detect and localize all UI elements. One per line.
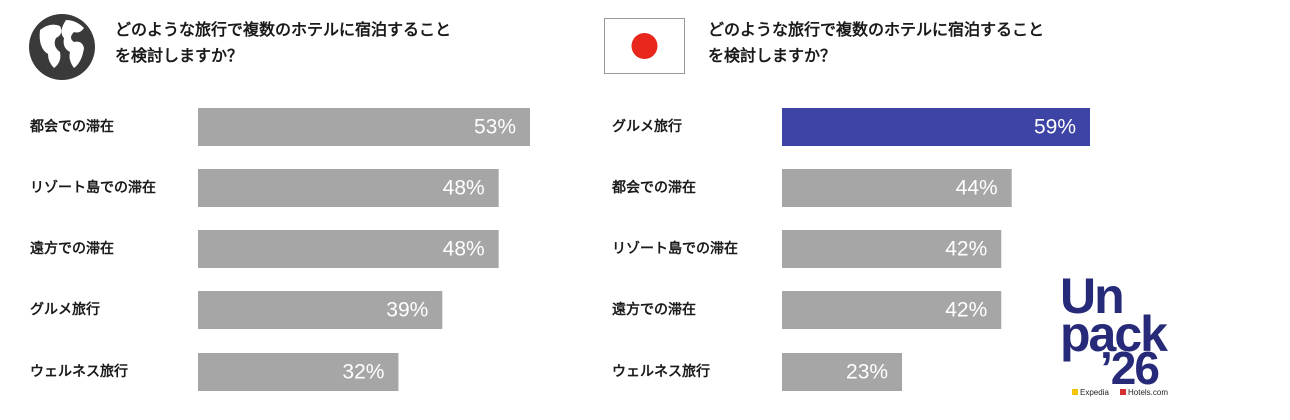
value-label: 32% xyxy=(342,361,384,384)
value-label: 42% xyxy=(945,299,987,322)
bar xyxy=(198,291,443,329)
chart-title: どのような旅行で複数のホテルに宿泊することを検討しますか？ xyxy=(115,20,451,65)
logo-text: pack xyxy=(1060,306,1168,362)
value-label: 44% xyxy=(956,177,998,200)
bar xyxy=(782,108,1090,146)
brand-text: Hotels.com xyxy=(1128,388,1168,397)
value-label: 39% xyxy=(386,299,428,322)
category-label: 都会での滞在 xyxy=(611,179,696,196)
brand-icon xyxy=(1120,389,1126,395)
chart-title: どのような旅行で複数のホテルに宿泊することを検討しますか？ xyxy=(708,20,1044,65)
bar xyxy=(782,353,903,391)
value-label: 48% xyxy=(443,238,485,261)
japan-flag xyxy=(604,18,685,74)
bar xyxy=(782,169,1012,207)
bar xyxy=(198,353,399,391)
globe-icon xyxy=(29,14,95,80)
bar xyxy=(782,230,1002,268)
category-label: グルメ旅行 xyxy=(30,301,100,318)
category-label: リゾート島での滞在 xyxy=(30,179,156,196)
value-label: 53% xyxy=(474,116,516,139)
category-label: 遠方での滞在 xyxy=(30,240,114,257)
category-label: グルメ旅行 xyxy=(612,118,682,135)
bar xyxy=(198,169,499,207)
category-label: ウェルネス旅行 xyxy=(30,363,128,380)
bar xyxy=(198,230,499,268)
category-label: 都会での滞在 xyxy=(29,118,114,135)
category-label: 遠方での滞在 xyxy=(612,301,696,318)
bar xyxy=(782,291,1002,329)
category-label: リゾート島での滞在 xyxy=(612,240,738,257)
logo-text: Un xyxy=(1060,268,1123,324)
brand-icon xyxy=(1072,389,1078,395)
value-label: 42% xyxy=(945,238,987,261)
category-label: ウェルネス旅行 xyxy=(612,363,710,380)
value-label: 48% xyxy=(443,177,485,200)
bar xyxy=(198,108,530,146)
value-label: 59% xyxy=(1034,116,1076,139)
brand-text: Expedia xyxy=(1080,388,1109,397)
logo-text: ’26 xyxy=(1100,342,1158,394)
value-label: 23% xyxy=(846,361,888,384)
